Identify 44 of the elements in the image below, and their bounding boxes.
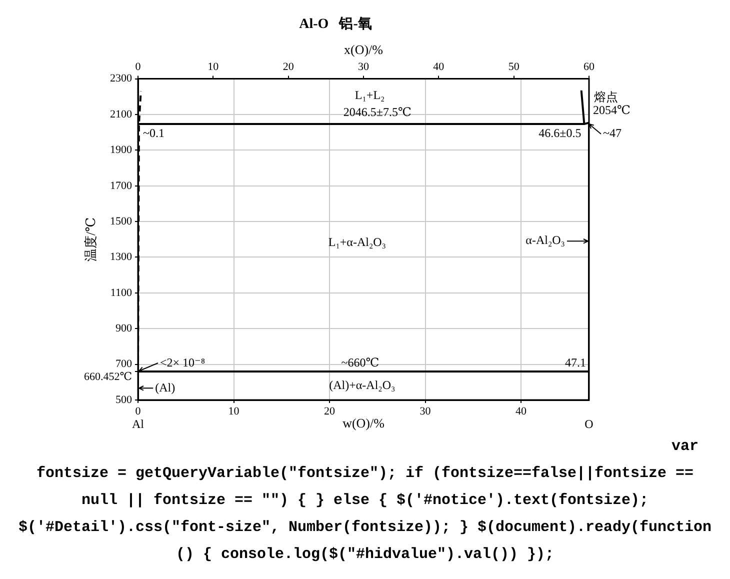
- x-tick-label: 0: [135, 405, 142, 418]
- x-tick-label: 20: [324, 405, 336, 418]
- annotation: 熔点: [594, 90, 618, 104]
- x2-tick-label: 20: [282, 61, 294, 74]
- annotation: (Al)+α-Al₂O₃: [329, 378, 396, 392]
- x2-axis-title: x(O)/%: [344, 42, 384, 58]
- y-tick-label: 2100: [110, 108, 132, 120]
- annotation: L₁+α-Al₂O₃: [328, 235, 386, 250]
- x2-tick-label: 40: [433, 61, 445, 74]
- y-tick-label: 1500: [110, 215, 132, 228]
- y-tick-label: 900: [116, 322, 132, 335]
- annotation: α-Al₂O₃: [526, 232, 565, 247]
- x2-tick-label: 0: [135, 61, 142, 74]
- annotation: (Al): [155, 380, 176, 394]
- annotation: L₁+L₂: [354, 88, 385, 102]
- x-axis-title: w(O)/%: [342, 416, 385, 431]
- x2-tick-label: 50: [508, 61, 520, 74]
- y-axis-title: 温度/℃: [83, 217, 98, 262]
- y-tick-label: 1300: [110, 251, 132, 264]
- annotation: 46.6±0.5: [538, 126, 582, 140]
- y-tick-label: 1100: [110, 286, 132, 299]
- text: var fontsize = getQueryVariable("fontsize"); if (fontsize==false||fontsize == null || fontsize == "") { } else { $('#notice').text(fontsize); $('#Detail').css("font-size", Number(fontsize)); } $(document).ready(function () { console.log($("#hidvalue").val()) });: [17, 437, 713, 565]
- annotation: ~0.1: [142, 126, 164, 140]
- x-tick-label: 30: [420, 405, 432, 418]
- x2-tick-label: 60: [584, 61, 595, 74]
- y-tick-label: 1700: [110, 180, 132, 192]
- annotation: ~660℃: [341, 356, 380, 370]
- text: Al: [132, 417, 145, 432]
- y-tick-label: 1900: [110, 144, 132, 156]
- x2-tick-label: 10: [208, 61, 220, 74]
- annotation: O: [584, 417, 594, 432]
- x2-tick-label: 30: [358, 61, 370, 74]
- x-tick-label: 10: [228, 405, 240, 418]
- annotation: 2054℃: [593, 102, 630, 117]
- y-tick-label: 2300: [110, 72, 132, 85]
- annotation: <2× 10⁻⁸: [160, 356, 206, 370]
- y-tick-label: 500: [116, 394, 132, 406]
- annotation: 2046.5±7.5℃: [343, 105, 412, 120]
- y-tick-label: 660.452℃: [84, 370, 132, 383]
- chart-title: Al-O 铝-氧: [299, 16, 372, 32]
- annotation: 47.1: [565, 356, 586, 370]
- y-tick-label: 700: [116, 358, 132, 370]
- annotation: ~47: [603, 126, 622, 140]
- x-tick-label: 40: [516, 405, 528, 418]
